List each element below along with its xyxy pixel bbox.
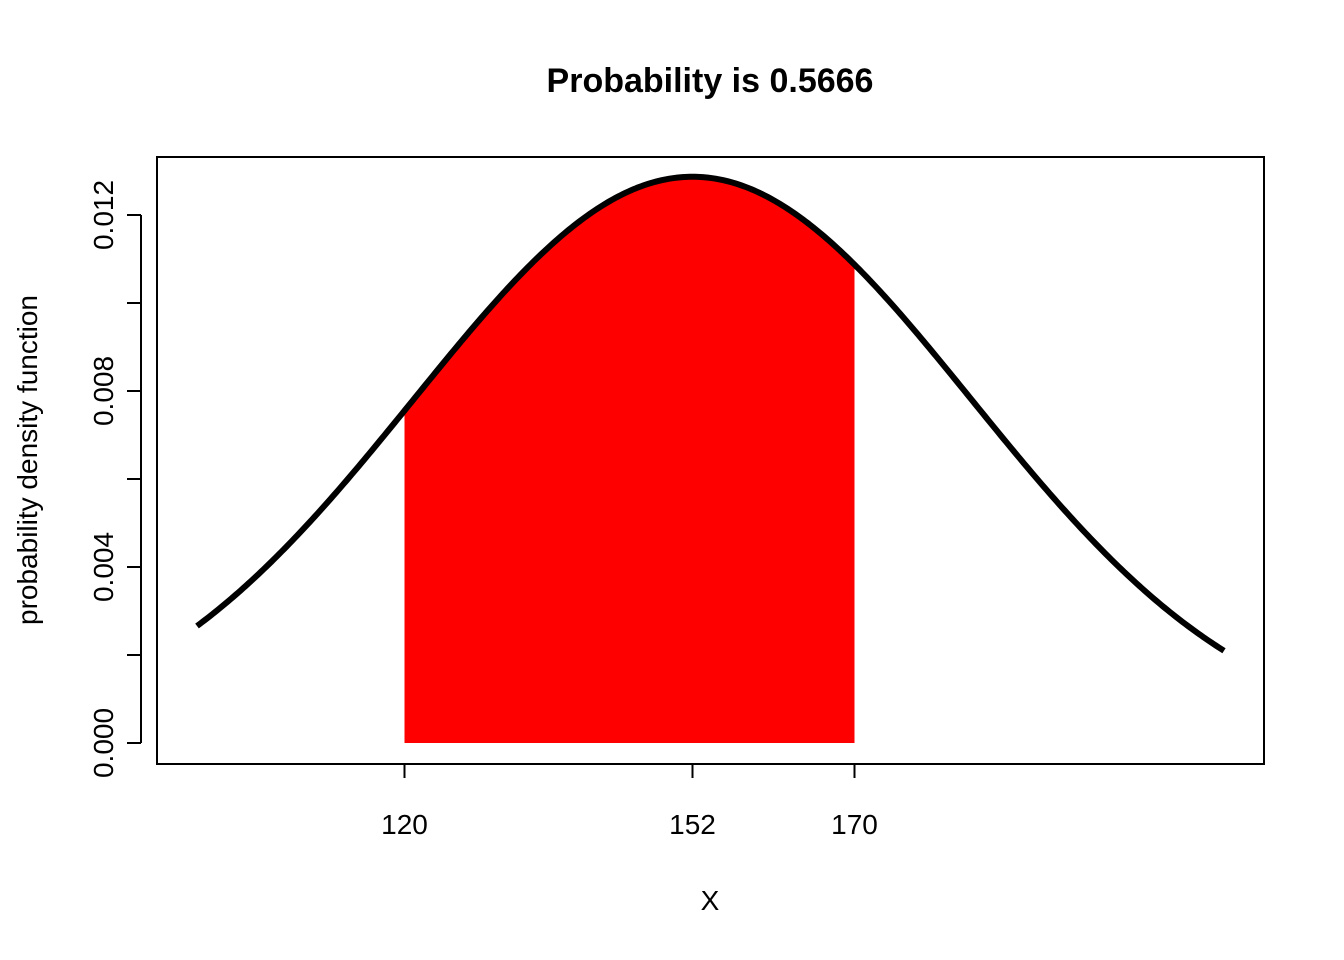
x-axis: 120 152 170 [381,764,878,840]
density-curve [195,173,1226,654]
shaded-area-layer [404,176,855,743]
y-axis: 0.000 0.004 0.008 0.012 [88,180,142,778]
chart-title: Probability is 0.5666 [547,62,874,100]
y-axis-label: probability density function [12,295,43,625]
x-axis-label: X [701,885,720,916]
y-tick-label: 0.000 [88,708,119,778]
y-tick-label: 0.012 [88,180,119,250]
y-tick-label: 0.004 [88,532,119,602]
x-tick-label: 152 [669,809,716,840]
x-tick-label: 120 [381,809,428,840]
y-tick-label: 0.008 [88,356,119,426]
shaded-probability-area [404,176,855,743]
x-tick-label: 170 [831,809,878,840]
plot-frame [156,156,1265,765]
density-curve-layer [195,173,1226,654]
